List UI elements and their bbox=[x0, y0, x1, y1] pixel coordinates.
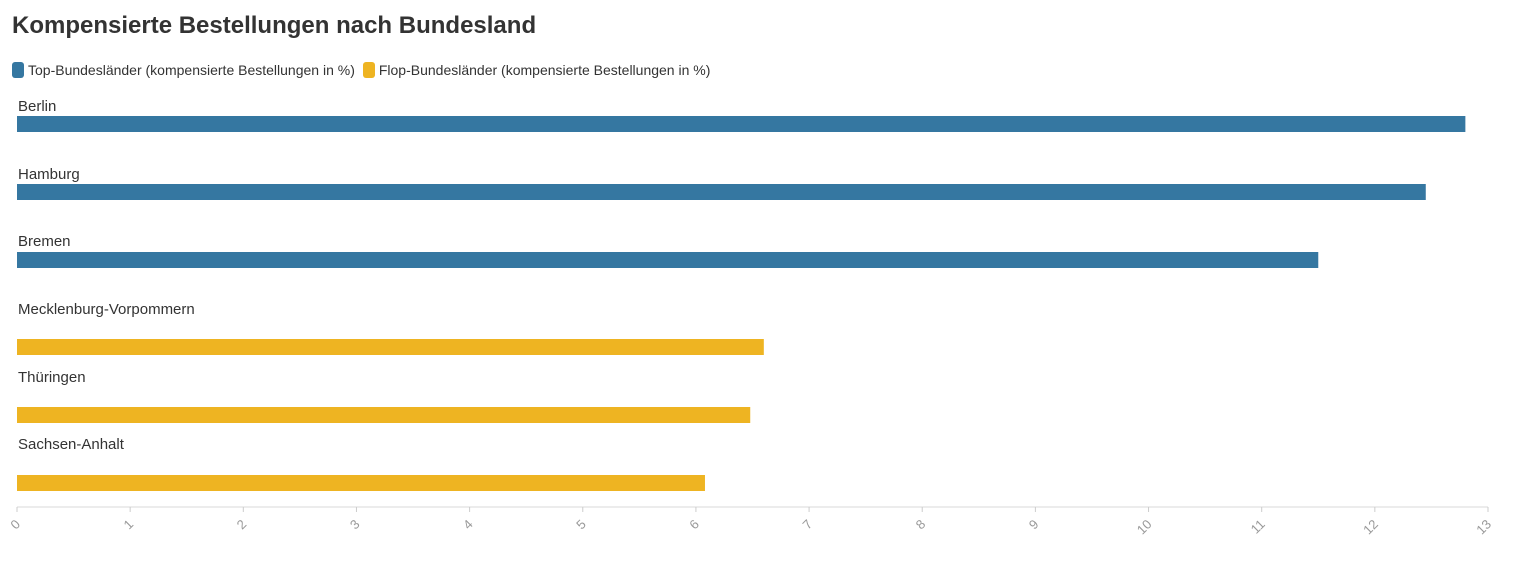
bar-top-hamburg bbox=[17, 184, 1426, 200]
category-label-bremen: Bremen bbox=[18, 233, 71, 250]
x-tick-label-0: 0 bbox=[7, 517, 23, 533]
x-tick-label-2: 2 bbox=[234, 517, 250, 533]
category-label-hamburg: Hamburg bbox=[18, 166, 80, 183]
x-tick-label-3: 3 bbox=[347, 517, 363, 533]
x-tick-label-1: 1 bbox=[121, 517, 137, 533]
chart-legend: Top-Bundesländer (kompensierte Bestellun… bbox=[12, 60, 718, 80]
category-label-berlin: Berlin bbox=[18, 98, 56, 115]
x-tick-label-13: 13 bbox=[1473, 517, 1494, 538]
x-tick-label-12: 12 bbox=[1360, 517, 1381, 538]
x-tick-label-9: 9 bbox=[1026, 517, 1042, 533]
legend-swatch-top bbox=[12, 62, 24, 78]
x-tick-label-8: 8 bbox=[913, 517, 929, 533]
category-label-mecklenburg-vorpommern: Mecklenburg-Vorpommern bbox=[18, 301, 195, 318]
bar-flop-thüringen bbox=[17, 407, 751, 423]
category-label-thüringen: Thüringen bbox=[18, 369, 86, 386]
x-tick-label-6: 6 bbox=[686, 517, 702, 533]
x-tick-label-10: 10 bbox=[1134, 517, 1155, 538]
bar-top-bremen bbox=[17, 252, 1319, 268]
x-tick-label-7: 7 bbox=[799, 517, 815, 533]
legend-item-flop[interactable]: Flop-Bundesländer (kompensierte Bestellu… bbox=[362, 62, 711, 78]
bar-flop-sachsen-anhalt bbox=[17, 475, 705, 491]
chart-title: Kompensierte Bestellungen nach Bundeslan… bbox=[12, 12, 537, 39]
category-label-sachsen-anhalt: Sachsen-Anhalt bbox=[18, 436, 125, 453]
legend-label-top: Top-Bundesländer (kompensierte Bestellun… bbox=[28, 62, 355, 78]
bar-flop-mecklenburg-vorpommern bbox=[17, 339, 764, 355]
x-tick-label-11: 11 bbox=[1248, 517, 1268, 537]
bar-top-berlin bbox=[17, 116, 1466, 132]
legend-item-top[interactable]: Top-Bundesländer (kompensierte Bestellun… bbox=[12, 62, 355, 78]
legend-label-flop: Flop-Bundesländer (kompensierte Bestellu… bbox=[378, 62, 711, 78]
x-tick-label-5: 5 bbox=[573, 517, 589, 533]
legend-swatch-flop bbox=[362, 62, 375, 78]
x-tick-label-4: 4 bbox=[460, 517, 476, 533]
